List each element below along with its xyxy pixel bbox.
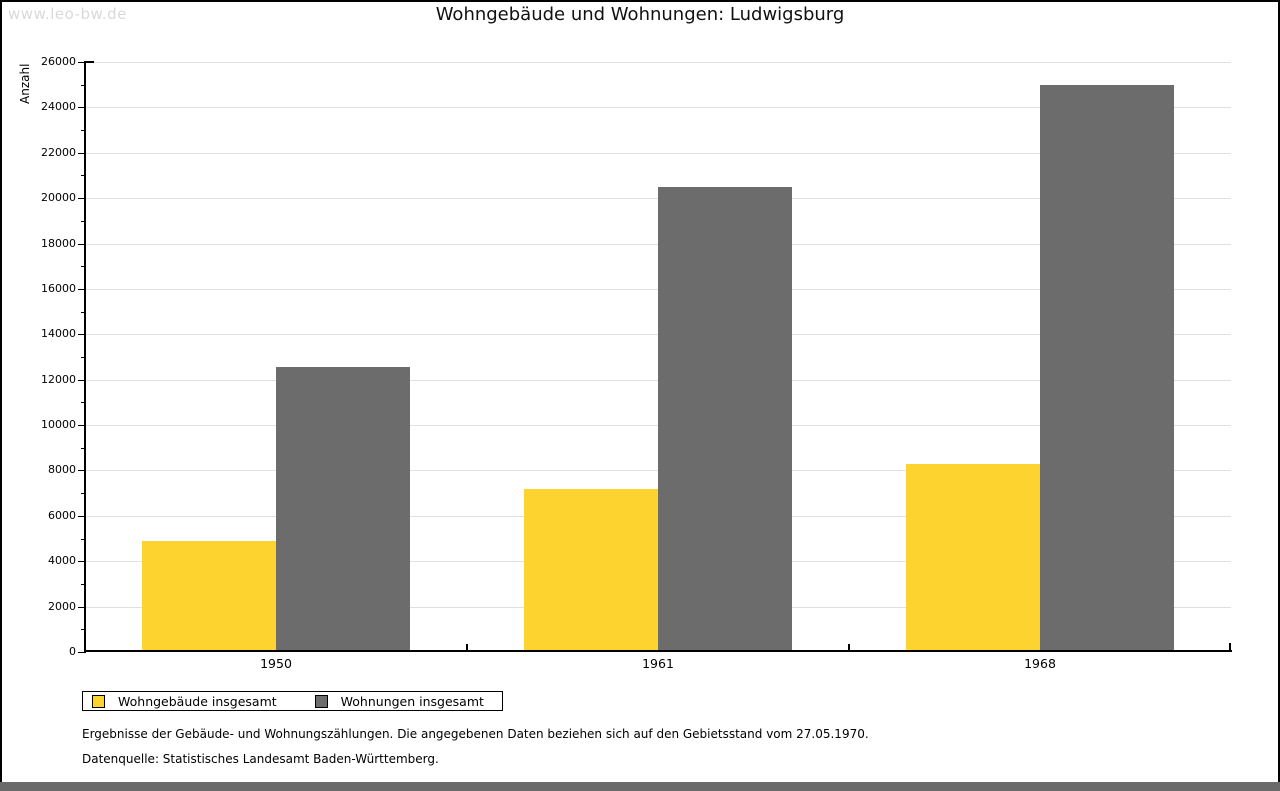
footnote-source: Datenquelle: Statistisches Landesamt Bad…	[82, 752, 439, 766]
y-tick-label: 6000	[48, 509, 76, 522]
y-minor-tick	[81, 448, 85, 449]
y-tick-label: 4000	[48, 554, 76, 567]
gridline	[85, 107, 1231, 108]
x-boundary-tick	[466, 644, 468, 652]
y-major-tick	[78, 470, 85, 471]
bottom-bar	[0, 782, 1280, 791]
y-tick-label: 26000	[41, 55, 76, 68]
y-minor-tick	[81, 221, 85, 222]
y-tick-label: 16000	[41, 282, 76, 295]
y-major-tick	[78, 153, 85, 154]
y-minor-tick	[81, 402, 85, 403]
y-major-tick	[78, 334, 85, 335]
legend: Wohngebäude insgesamt Wohnungen insgesam…	[82, 691, 503, 711]
y-axis-line	[84, 61, 86, 653]
y-tick-label: 24000	[41, 100, 76, 113]
y-minor-tick	[81, 85, 85, 86]
y-tick-label: 8000	[48, 463, 76, 476]
y-minor-tick	[81, 312, 85, 313]
bar-1950-1	[276, 367, 410, 652]
y-tick-label: 10000	[41, 418, 76, 431]
plot-area	[85, 62, 1231, 652]
y-minor-tick	[81, 266, 85, 267]
legend-label: Wohnungen insgesamt	[340, 693, 484, 709]
y-tick-label: 20000	[41, 191, 76, 204]
y-tick-label: 12000	[41, 373, 76, 386]
y-major-tick	[78, 652, 85, 653]
y-minor-tick	[81, 130, 85, 131]
x-tick-label: 1961	[642, 656, 674, 671]
y-major-tick	[78, 516, 85, 517]
y-major-tick	[78, 62, 85, 63]
y-tick-label: 22000	[41, 146, 76, 159]
y-major-tick	[78, 380, 85, 381]
bar-1950-0	[142, 541, 276, 652]
x-boundary-tick	[848, 644, 850, 652]
y-minor-tick	[81, 629, 85, 630]
y-axis-end-cap	[85, 61, 94, 63]
y-major-tick	[78, 425, 85, 426]
y-tick-label: 0	[69, 645, 76, 658]
y-minor-tick	[81, 175, 85, 176]
y-minor-tick	[81, 493, 85, 494]
y-major-tick	[78, 198, 85, 199]
x-axis-end-cap	[1229, 643, 1231, 651]
chart-title: Wohngebäude und Wohnungen: Ludwigsburg	[435, 4, 845, 25]
legend-label: Wohngebäude insgesamt	[118, 693, 277, 709]
x-tick-label: 1968	[1024, 656, 1056, 671]
y-tick-label: 2000	[48, 600, 76, 613]
x-tick-label: 1950	[260, 656, 292, 671]
legend-swatch-yellow-icon	[92, 694, 105, 708]
y-tick-label: 14000	[41, 327, 76, 340]
y-major-tick	[78, 607, 85, 608]
y-minor-tick	[81, 357, 85, 358]
y-tick-label: 18000	[41, 237, 76, 250]
bar-1961-0	[524, 489, 658, 652]
legend-entry-wohngebaeude: Wohngebäude insgesamt	[92, 694, 277, 709]
watermark: www.leo-bw.de	[8, 5, 127, 23]
y-major-tick	[78, 244, 85, 245]
legend-swatch-gray-icon	[314, 694, 328, 708]
x-axis-line	[84, 650, 1232, 652]
y-minor-tick	[81, 539, 85, 540]
legend-entry-wohnungen: Wohnungen insgesamt	[314, 693, 484, 709]
y-major-tick	[78, 107, 85, 108]
footnote-results: Ergebnisse der Gebäude- und Wohnungszähl…	[82, 727, 869, 741]
gridline	[85, 62, 1231, 63]
gridline	[85, 153, 1231, 154]
y-axis-label: Anzahl	[18, 63, 32, 104]
bar-1968-1	[1040, 85, 1174, 652]
bar-1961-1	[658, 187, 792, 652]
bar-1968-0	[906, 464, 1040, 652]
y-major-tick	[78, 561, 85, 562]
y-major-tick	[78, 289, 85, 290]
y-minor-tick	[81, 584, 85, 585]
